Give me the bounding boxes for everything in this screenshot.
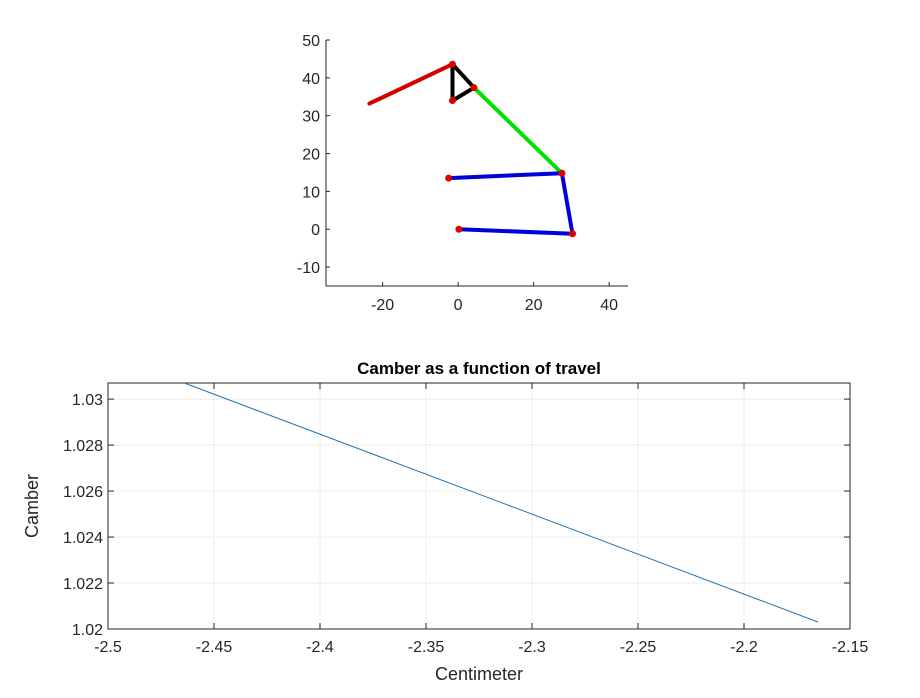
y-tick-label: 1.02 <box>72 622 103 639</box>
joint-point <box>569 230 577 238</box>
y-tick-label: -10 <box>297 260 320 277</box>
suspension-linkage-plot: -20 0 20 40 -10 0 10 20 30 40 50 <box>297 33 628 314</box>
x-tick-label: -2.4 <box>306 639 334 656</box>
y-tick-label: 10 <box>302 184 320 201</box>
linkage-member <box>367 62 455 106</box>
camber-plot: -2.5 -2.45 -2.4 -2.35 -2.3 -2.25 -2.2 -2.15 1.02… <box>22 359 868 684</box>
x-tick-label: -2.35 <box>408 639 445 656</box>
x-tick-label: -2.45 <box>196 639 233 656</box>
x-axis-label: Centimeter <box>435 664 523 684</box>
x-tick-label: -2.2 <box>730 639 758 656</box>
x-tick-label: -2.3 <box>518 639 546 656</box>
y-tick-label: 0 <box>311 222 320 239</box>
y-tick-label: 50 <box>302 33 320 50</box>
plot-box <box>107 382 851 630</box>
joint-point <box>470 84 478 92</box>
linkage-member <box>446 171 575 236</box>
y-tick-label: 30 <box>302 109 320 126</box>
joint-point <box>448 60 456 68</box>
joint-point <box>448 97 456 105</box>
y-tick-label: 40 <box>302 71 320 88</box>
x-tick-label: -2.5 <box>94 639 122 656</box>
joint-point <box>445 174 453 182</box>
y-axis-label: Camber <box>22 474 42 538</box>
y-tick-label: 1.026 <box>63 484 103 501</box>
joint-point <box>558 169 566 177</box>
x-tick-label: 40 <box>600 297 618 314</box>
x-tick-label: 20 <box>525 297 543 314</box>
y-tick-label: 20 <box>302 147 320 164</box>
camber-line <box>184 382 819 623</box>
y-tick-label: 1.024 <box>63 530 103 547</box>
x-tick-label: -2.25 <box>620 639 657 656</box>
y-tick-label: 1.03 <box>72 392 103 409</box>
y-tick-label: 1.028 <box>63 438 103 455</box>
y-tick-label: 1.022 <box>63 576 103 593</box>
chart-title: Camber as a function of travel <box>357 359 601 378</box>
linkage-member <box>450 62 476 103</box>
plot-area <box>108 383 850 629</box>
x-tick-label: 0 <box>454 297 463 314</box>
joint-point <box>455 225 463 233</box>
linkage-member <box>472 85 564 176</box>
x-tick-label: -20 <box>371 297 394 314</box>
x-tick-label: -2.15 <box>832 639 869 656</box>
